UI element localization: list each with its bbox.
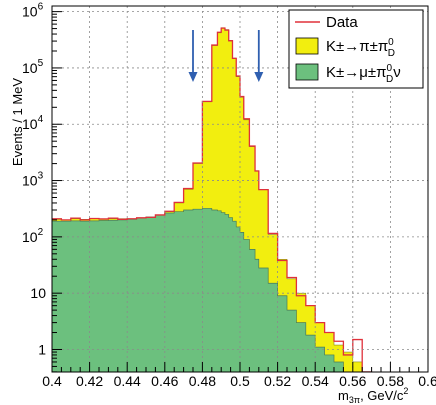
y-tick-labels: 1 10 102 103 104 105 106	[22, 2, 46, 358]
y-tick-label: 105	[22, 58, 44, 76]
legend-entry-label: Data	[326, 14, 358, 31]
x-tick-label: 0.46	[151, 373, 178, 389]
y-tick-label: 10	[30, 285, 46, 301]
y-tick-label: 104	[22, 114, 44, 132]
window-arrow-head	[254, 72, 264, 82]
legend-entry-label: K±→μ±π0 Dν	[326, 63, 401, 85]
legend: Data K±→π±π0 D K±→μ±π0 Dν	[288, 9, 424, 89]
y-axis-title: Events / 1 MeV	[10, 78, 25, 166]
window-arrows	[188, 30, 264, 82]
x-axis-title: m3π, GeV/c2	[338, 386, 408, 405]
x-tick-label: 0.5	[230, 373, 250, 389]
x-tick-label: 0.52	[264, 373, 291, 389]
legend-fill-swatch	[295, 63, 319, 81]
x-tick-label: 0.56	[339, 373, 366, 389]
legend-fill-swatch	[295, 37, 319, 55]
y-tick-label: 1	[38, 341, 46, 357]
x-tick-label: 0.4	[42, 373, 62, 389]
x-tick-label: 0.54	[302, 373, 329, 389]
y-tick-label: 102	[22, 227, 44, 245]
y-tick-label: 103	[22, 171, 44, 189]
y-tick-label: 106	[22, 2, 44, 20]
data-line	[52, 27, 373, 372]
axis-ticks	[51, 11, 429, 373]
x-tick-labels: 0.4 0.42 0.44 0.46 0.48 0.5 0.52 0.54 0.56 0.58 0.…	[42, 373, 436, 389]
window-arrow-head	[188, 72, 198, 82]
legend-entry-label: K±→π±π0 D	[326, 37, 395, 59]
x-tick-label: 0.42	[76, 373, 103, 389]
x-tick-label: 0.48	[189, 373, 216, 389]
x-tick-label: 0.44	[114, 373, 141, 389]
x-tick-label: 0.58	[377, 373, 404, 389]
x-tick-label: 0.6	[418, 373, 436, 389]
